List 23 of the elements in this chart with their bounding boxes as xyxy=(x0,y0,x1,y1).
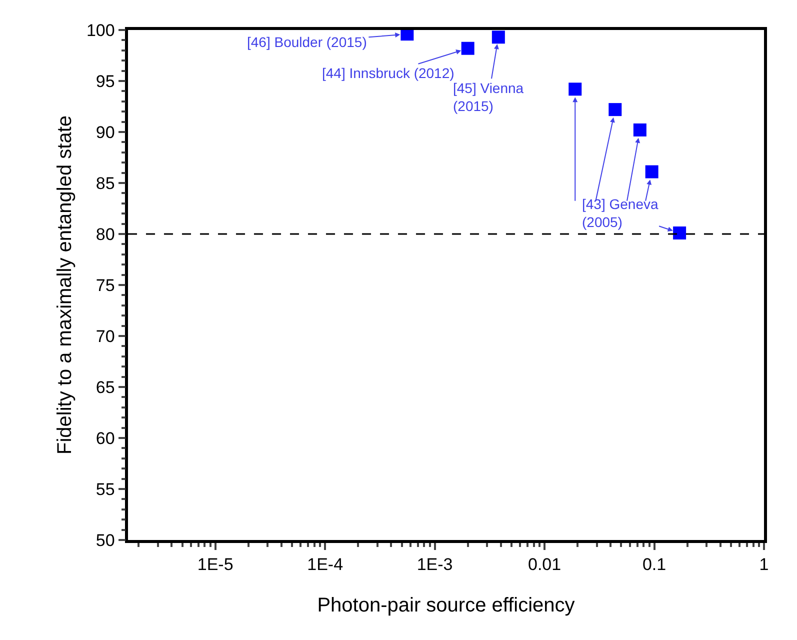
y-tick-label: 80 xyxy=(96,224,115,244)
x-tick-label: 0.01 xyxy=(528,555,562,574)
y-tick-label: 70 xyxy=(96,326,115,346)
x-tick-label: 1E-5 xyxy=(197,555,234,574)
y-tick-label: 55 xyxy=(96,480,115,499)
x-tick-label: 1 xyxy=(759,555,769,574)
y-tick-label: 100 xyxy=(86,20,115,40)
annotation: [45] Vienna (2015) xyxy=(453,80,524,114)
y-tick-label: 75 xyxy=(96,276,115,295)
annotation: [44] Innsbruck (2012) xyxy=(322,65,454,81)
x-tick-label: 1E-3 xyxy=(416,555,453,574)
y-tick-label: 65 xyxy=(96,378,115,397)
annotation: [43] Geneva (2005) xyxy=(582,196,658,230)
x-tick-label: 0.1 xyxy=(642,555,666,574)
y-tick-label: 50 xyxy=(96,530,115,550)
annotation: [46] Boulder (2015) xyxy=(247,34,367,50)
x-tick-label: 1E-4 xyxy=(307,555,344,574)
y-tick-label: 60 xyxy=(96,428,115,448)
y-axis-title: Fidelity to a maximally entangled state xyxy=(54,115,76,455)
x-axis-title: Photon-pair source efficiency xyxy=(317,594,575,617)
y-tick-label: 95 xyxy=(96,72,115,91)
y-tick-label: 90 xyxy=(96,122,115,142)
y-tick-label: 85 xyxy=(96,174,115,193)
